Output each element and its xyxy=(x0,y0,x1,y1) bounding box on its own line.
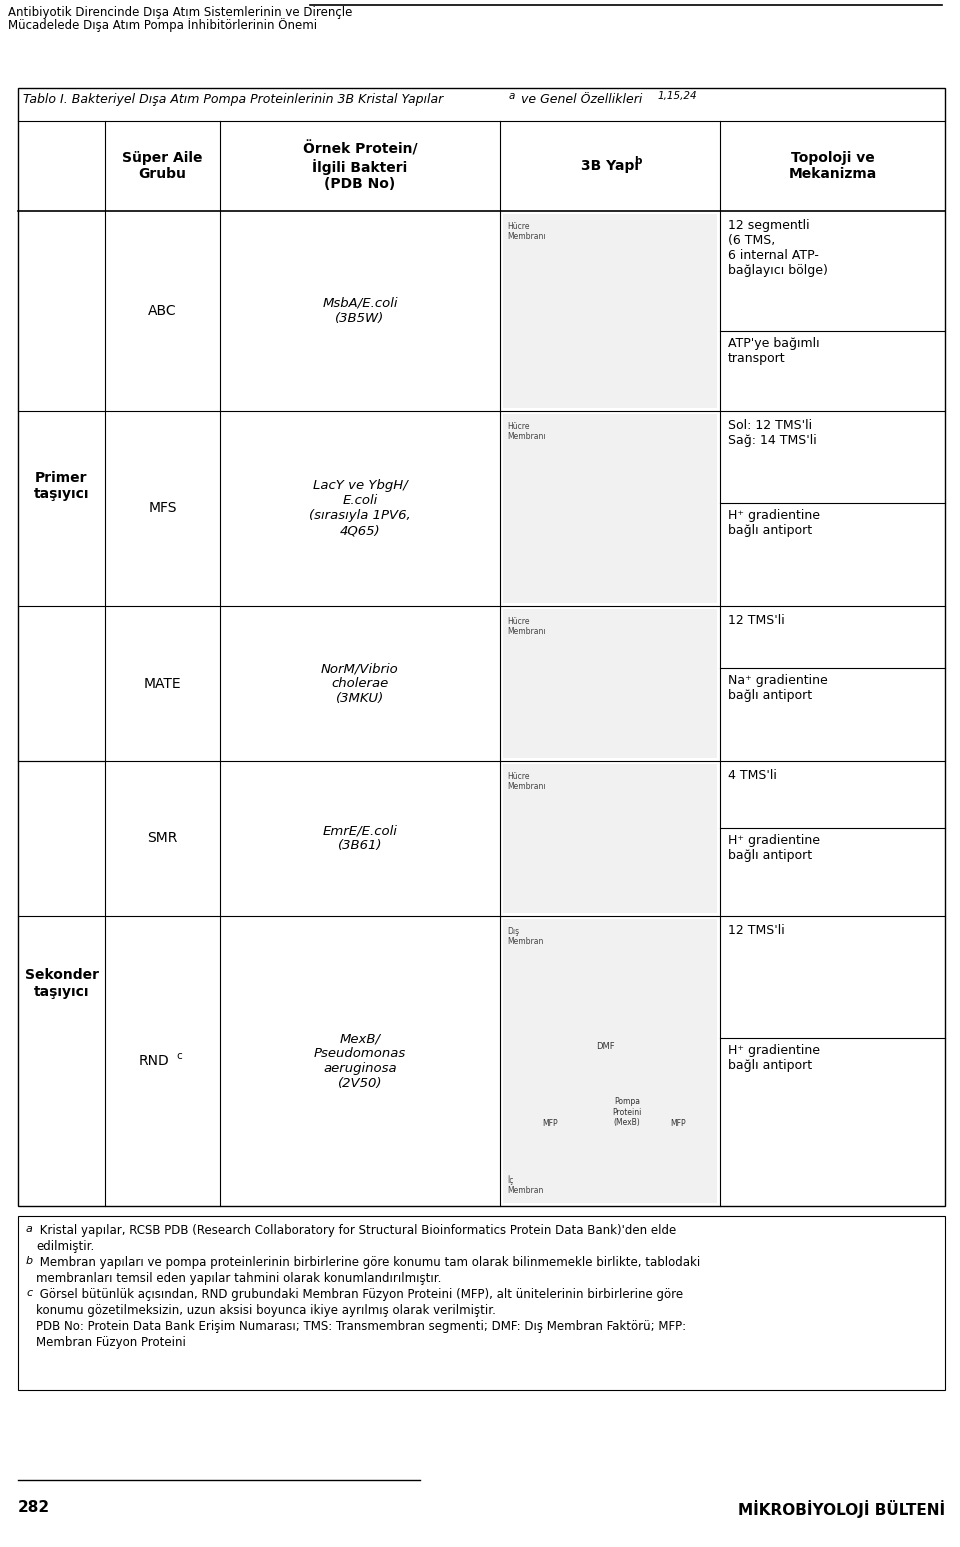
Text: LacY ve YbgH/
E.coli
(sırasıyla 1PV6,
4Q65): LacY ve YbgH/ E.coli (sırasıyla 1PV6, 4Q… xyxy=(309,480,411,537)
Text: Mücadelede Dışa Atım Pompa İnhibitörlerinin Önemi: Mücadelede Dışa Atım Pompa İnhibitörleri… xyxy=(8,19,317,32)
Text: b: b xyxy=(634,156,641,166)
Text: 12 segmentli
(6 TMS,
6 internal ATP-
bağlayıcı bölge): 12 segmentli (6 TMS, 6 internal ATP- bağ… xyxy=(728,220,828,277)
Text: Hücre
Membranı: Hücre Membranı xyxy=(507,772,545,792)
Text: konumu gözetilmeksizin, uzun aksisi boyunca ikiye ayrılmış olarak verilmiştir.: konumu gözetilmeksizin, uzun aksisi boyu… xyxy=(36,1304,496,1316)
Text: MexB/
Pseudomonas
aeruginosa
(2V50): MexB/ Pseudomonas aeruginosa (2V50) xyxy=(314,1032,406,1091)
Text: Topoloji ve
Mekanizma: Topoloji ve Mekanizma xyxy=(788,152,876,181)
Bar xyxy=(18,1216,945,1391)
Text: PDB No: Protein Data Bank Erişim Numarası; TMS: Transmembran segmenti; DMF: Dış : PDB No: Protein Data Bank Erişim Numaras… xyxy=(36,1320,686,1334)
Text: Sol: 12 TMS'li
Sağ: 14 TMS'li: Sol: 12 TMS'li Sağ: 14 TMS'li xyxy=(728,419,817,447)
Text: Membran Füzyon Proteini: Membran Füzyon Proteini xyxy=(36,1337,186,1349)
Text: MATE: MATE xyxy=(144,676,181,690)
Text: MFP: MFP xyxy=(542,1118,558,1128)
Text: NorM/Vibrio
cholerae
(3MKU): NorM/Vibrio cholerae (3MKU) xyxy=(322,662,398,705)
Text: Antibiyotik Direncinde Dışa Atım Sistemlerinin ve Dirençle: Antibiyotik Direncinde Dışa Atım Sisteml… xyxy=(8,6,352,19)
Text: 4 TMS'li: 4 TMS'li xyxy=(728,769,777,781)
Text: MsbA/E.coli
(3B5W): MsbA/E.coli (3B5W) xyxy=(323,297,397,325)
Text: H⁺ gradientine
bağlı antiport: H⁺ gradientine bağlı antiport xyxy=(728,509,820,537)
Text: MFP: MFP xyxy=(671,1118,686,1128)
Text: a: a xyxy=(509,91,516,101)
Text: Kristal yapılar, RCSB PDB (Research Collaboratory for Structural Bioinformatics : Kristal yapılar, RCSB PDB (Research Coll… xyxy=(36,1224,676,1238)
Bar xyxy=(503,919,717,1204)
Bar xyxy=(503,213,717,408)
Bar xyxy=(18,88,945,1207)
Text: ATP'ye bağımlı
transport: ATP'ye bağımlı transport xyxy=(728,337,820,365)
Text: DMF: DMF xyxy=(596,1043,615,1052)
Text: RND: RND xyxy=(139,1054,170,1067)
Text: 12 TMS'li: 12 TMS'li xyxy=(728,924,784,937)
Text: EmrE/E.coli
(3B61): EmrE/E.coli (3B61) xyxy=(323,825,397,852)
Text: Sekonder
taşıyıcı: Sekonder taşıyıcı xyxy=(25,968,99,999)
Text: b: b xyxy=(26,1256,34,1265)
Text: membranları temsil eden yapılar tahmini olarak konumlandırılmıştır.: membranları temsil eden yapılar tahmini … xyxy=(36,1272,442,1286)
Text: SMR: SMR xyxy=(147,831,178,846)
Text: 3B Yapı: 3B Yapı xyxy=(581,159,639,173)
Text: 12 TMS'li: 12 TMS'li xyxy=(728,614,784,627)
Text: Na⁺ gradientine
bağlı antiport: Na⁺ gradientine bağlı antiport xyxy=(728,674,828,702)
Text: Hücre
Membranı: Hücre Membranı xyxy=(507,422,545,441)
Text: Tablo I. Bakteriyel Dışa Atım Pompa Proteinlerinin 3B Kristal Yapılar: Tablo I. Bakteriyel Dışa Atım Pompa Prot… xyxy=(23,93,444,107)
Text: 282: 282 xyxy=(18,1501,50,1515)
Text: Dış
Membran: Dış Membran xyxy=(507,927,543,947)
Text: Hücre
Membranı: Hücre Membranı xyxy=(507,617,545,636)
Bar xyxy=(503,415,717,603)
Text: ve Genel Özellikleri: ve Genel Özellikleri xyxy=(517,93,642,107)
Text: İç
Membran: İç Membran xyxy=(507,1174,543,1194)
Text: Pompa
Proteini
(MexB): Pompa Proteini (MexB) xyxy=(612,1097,642,1128)
Text: H⁺ gradientine
bağlı antiport: H⁺ gradientine bağlı antiport xyxy=(728,1044,820,1072)
Text: Görsel bütünlük açısından, RND grubundaki Membran Füzyon Proteini (MFP), alt üni: Görsel bütünlük açısından, RND grubundak… xyxy=(36,1289,684,1301)
Text: a: a xyxy=(26,1224,33,1235)
Text: Membran yapıları ve pompa proteinlerinin birbirlerine göre konumu tam olarak bil: Membran yapıları ve pompa proteinlerinin… xyxy=(36,1256,700,1269)
Text: ABC: ABC xyxy=(148,305,177,319)
Text: Hücre
Membranı: Hücre Membranı xyxy=(507,223,545,241)
Text: Süper Aile
Grubu: Süper Aile Grubu xyxy=(122,152,203,181)
Text: c: c xyxy=(177,1050,182,1061)
Text: Primer
taşıyıcı: Primer taşıyıcı xyxy=(34,470,89,501)
Text: H⁺ gradientine
bağlı antiport: H⁺ gradientine bağlı antiport xyxy=(728,834,820,862)
Bar xyxy=(503,764,717,913)
Text: Örnek Protein/
İlgili Bakteri
(PDB No): Örnek Protein/ İlgili Bakteri (PDB No) xyxy=(302,141,418,190)
Text: c: c xyxy=(26,1289,32,1298)
Text: MFS: MFS xyxy=(148,501,177,515)
Text: 1,15,24: 1,15,24 xyxy=(658,91,698,101)
Bar xyxy=(503,610,717,758)
Text: edilmiştir.: edilmiştir. xyxy=(36,1241,94,1253)
Text: MİKROBİYOLOJİ BÜLTENİ: MİKROBİYOLOJİ BÜLTENİ xyxy=(738,1501,945,1518)
